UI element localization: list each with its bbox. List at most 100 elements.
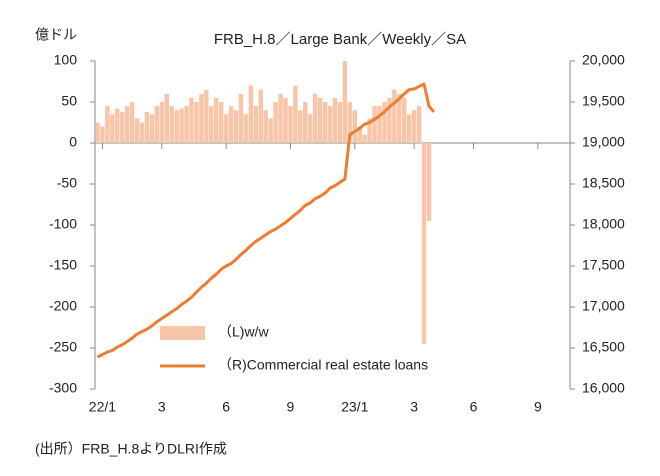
x-tick-label: 6 [470,399,478,415]
bar [204,89,209,143]
bar [194,102,199,143]
y-tick-label: 0 [69,134,77,150]
bar [169,106,174,143]
y2-tick-label: 16,500 [582,339,625,355]
bar [223,114,229,143]
bar [95,122,100,143]
bar [134,118,140,143]
bar [159,102,165,143]
y2-tick-label: 17,500 [582,257,625,273]
bar [367,118,372,143]
bar [283,97,288,143]
bar [124,106,130,143]
bar [189,97,194,143]
bar [174,110,179,143]
bar [105,106,110,143]
bar [288,106,293,143]
bar [139,122,145,143]
bar [119,111,125,143]
y-tick-label: -100 [49,216,77,232]
bar [416,106,422,143]
y-tick-label: -300 [49,380,77,396]
bar [397,93,402,143]
bar [228,106,234,143]
bar [372,106,377,143]
bar [129,102,135,143]
y-tick-label: 50 [61,93,77,109]
bar [110,114,115,143]
bar [327,106,333,143]
bar [352,110,357,143]
bar [402,97,407,143]
legend-swatch [160,326,205,340]
y2-tick-label: 18,000 [582,216,625,232]
bar [278,93,283,143]
y-tick-label: -250 [49,339,77,355]
y2-tick-label: 19,000 [582,134,625,150]
bar [263,110,268,143]
bar [421,143,427,344]
bar [268,118,273,143]
bar [308,114,313,143]
x-tick-label: 3 [158,399,166,415]
bar [164,93,169,143]
bar [337,102,343,143]
bar [144,111,150,143]
bar [100,126,105,143]
bar [312,93,318,143]
x-tick-label: 9 [534,399,542,415]
bar [238,93,244,143]
y2-tick-label: 18,500 [582,175,625,191]
bar [199,93,204,143]
bar [273,102,278,143]
bar [347,102,353,143]
y-tick-label: 100 [54,52,78,68]
y2-tick-label: 17,000 [582,298,625,314]
bar [258,89,263,143]
y2-tick-label: 16,000 [582,380,625,396]
x-tick-label: 9 [287,399,295,415]
bar [209,106,214,143]
bar [317,97,323,143]
bar [149,114,155,143]
x-tick-label: 23/1 [341,399,368,415]
y2-tick-label: 19,500 [582,93,625,109]
bar [426,143,432,221]
bar [298,110,303,143]
bar [382,102,387,143]
y2-tick-label: 20,000 [582,52,625,68]
legend-label: （L)w/w [218,324,269,340]
x-tick-label: 3 [410,399,418,415]
x-tick-label: 6 [222,399,230,415]
line [96,82,436,359]
bar [411,110,417,143]
x-tick-label: 22/1 [89,399,116,415]
bar [406,114,412,143]
bar [342,61,348,143]
bar [322,102,328,143]
bar [233,110,239,143]
bar [392,89,397,143]
bar [357,126,362,143]
bar [115,108,120,143]
bar [243,114,249,143]
bar [362,134,367,143]
bar [253,106,259,143]
bar [332,97,338,143]
bar [248,85,254,143]
y-tick-label: -150 [49,257,77,273]
legend-label: （R)Commercial real estate loans [218,357,428,373]
bar [179,108,184,143]
bar [184,106,189,143]
bar [154,106,160,143]
bar [377,106,382,143]
chart-title: FRB_H.8／Large Bank／Weekly／SA [214,31,466,48]
y-axis-unit: 億ドル [35,27,77,43]
bar [213,97,219,143]
y-tick-label: -50 [57,175,77,191]
source-note: (出所）FRB_H.8よりDLRI作成 [35,441,227,457]
bar [387,97,392,143]
y-tick-label: -200 [49,298,77,314]
bar [303,102,308,143]
